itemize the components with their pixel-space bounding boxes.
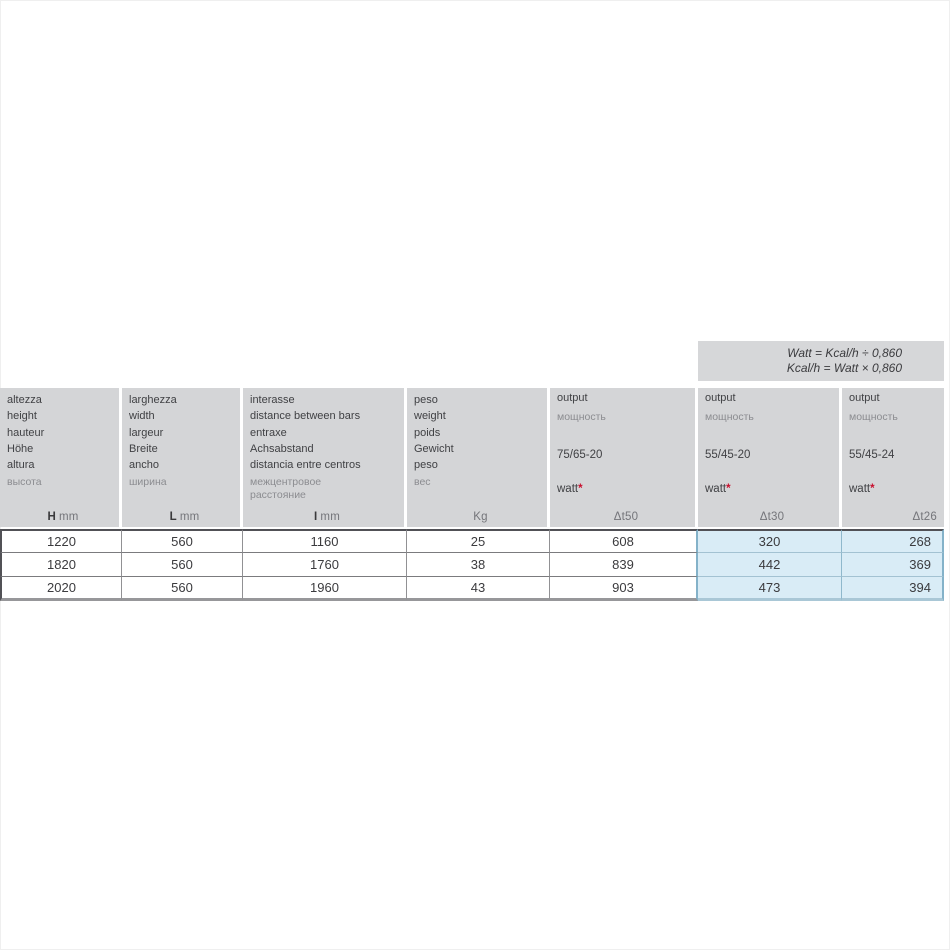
watt-label: watt* (849, 482, 944, 496)
header-label: interasse (250, 394, 295, 406)
header-label: peso (414, 459, 438, 472)
cell-distance: 1160 (243, 529, 407, 553)
output-label: output (557, 392, 588, 404)
cell-weight: 43 (407, 577, 550, 601)
unit-suffix: mm (320, 511, 340, 523)
header-label: entraxe (250, 426, 287, 439)
unit-label-kg: Kg (414, 511, 547, 525)
asterisk: * (726, 483, 731, 495)
cell-width: 560 (122, 577, 243, 601)
output-label: output (849, 392, 880, 404)
cell-height: 1220 (0, 529, 122, 553)
header-label: largeur (129, 426, 164, 439)
header-label: Höhe (7, 442, 34, 455)
cell-weight: 25 (407, 529, 550, 553)
delta-t-label: Δt30 (759, 511, 785, 523)
cell-output-dt50: 839 (550, 553, 698, 577)
unit-label-dt30: Δt30 (705, 511, 839, 525)
conversion-line-2: Kcal/h = Watt × 0,860 (786, 361, 902, 375)
header-cell-output-55-45-20: output мощность 55/45-20 watt* Δt30 (698, 388, 842, 527)
watt-kcal-conversion-note: Watt = Kcal/h ÷ 0,860 Kcal/h = Watt × 0,… (698, 341, 944, 381)
cell-width: 560 (122, 553, 243, 577)
output-label-ru: мощность (557, 411, 606, 423)
cell-weight: 38 (407, 553, 550, 577)
asterisk: * (870, 483, 875, 495)
watt-text: watt (557, 483, 579, 495)
watt-text: watt (705, 483, 727, 495)
header-cell-weight: peso weight poids Gewicht peso вес Kg (407, 388, 550, 527)
header-label: peso (414, 394, 438, 406)
unit-suffix: Kg (473, 511, 488, 523)
output-regime: 55/45-20 (705, 449, 751, 461)
cell-output-dt26: 268 (842, 529, 944, 553)
header-label-ru: ширина (129, 476, 167, 489)
header-label: distancia entre centros (250, 459, 361, 472)
cell-output-dt26: 394 (842, 577, 944, 601)
header-label-ru: вес (414, 476, 431, 489)
header-cell-distance-between-bars: interasse distance between bars entraxe … (243, 388, 407, 527)
header-label: Breite (129, 442, 158, 455)
cell-output-dt26: 369 (842, 553, 944, 577)
watt-label: watt* (557, 482, 695, 496)
unit-suffix: mm (58, 511, 79, 523)
delta-t-label: Δt26 (912, 511, 937, 523)
conversion-line-1: Watt = Kcal/h ÷ 0,860 (787, 346, 902, 360)
header-label: altura (7, 459, 35, 472)
header-label: Achsabstand (250, 442, 314, 455)
table-row: 1820 560 1760 38 839 442 369 (0, 553, 944, 577)
cell-distance: 1960 (243, 577, 407, 601)
header-label: width (129, 410, 155, 423)
table-row: 1220 560 1160 25 608 320 268 (0, 529, 944, 553)
unit-suffix: mm (179, 511, 200, 523)
header-label: altezza (7, 394, 42, 406)
cell-height: 1820 (0, 553, 122, 577)
output-regime: 55/45-24 (849, 449, 895, 461)
unit-symbol: I (314, 511, 318, 523)
watt-text: watt (849, 483, 871, 495)
cell-distance: 1760 (243, 553, 407, 577)
output-label-ru: мощность (849, 411, 898, 423)
header-label: hauteur (7, 426, 45, 439)
header-label: Gewicht (414, 442, 454, 455)
delta-t-label: Δt50 (613, 511, 639, 523)
asterisk: * (578, 483, 583, 495)
unit-label-dt50: Δt50 (557, 511, 695, 525)
cell-output-dt50: 608 (550, 529, 698, 553)
output-label: output (705, 392, 736, 404)
header-label: larghezza (129, 394, 177, 406)
header-cell-width: larghezza width largeur Breite ancho шир… (122, 388, 243, 527)
table-body: 1220 560 1160 25 608 320 268 1820 560 17… (0, 529, 944, 601)
header-label: ancho (129, 459, 159, 472)
cell-height: 2020 (0, 577, 122, 601)
header-label: distance between bars (250, 410, 361, 423)
cell-width: 560 (122, 529, 243, 553)
unit-label-dt26: Δt26 (849, 511, 944, 525)
table-header: altezza height hauteur Höhe altura высот… (0, 388, 944, 527)
output-regime: 75/65-20 (557, 449, 603, 461)
unit-symbol: H (47, 511, 56, 523)
header-label: height (7, 410, 37, 423)
header-label: poids (414, 426, 441, 439)
header-cell-height: altezza height hauteur Höhe altura высот… (0, 388, 122, 527)
output-label-ru: мощность (705, 411, 754, 423)
cell-output-dt30: 320 (698, 529, 842, 553)
unit-symbol: L (169, 511, 177, 523)
header-label-ru: межцентровое расстояние (250, 476, 322, 501)
header-cell-output-75-65-20: output мощность 75/65-20 watt* Δt50 (550, 388, 698, 527)
watt-label: watt* (705, 482, 839, 496)
header-cell-output-55-45-24: output мощность 55/45-24 watt* Δt26 (842, 388, 944, 527)
header-label-ru: высота (7, 476, 42, 489)
cell-output-dt30: 473 (698, 577, 842, 601)
header-label: weight (414, 410, 446, 423)
cell-output-dt30: 442 (698, 553, 842, 577)
table-row: 2020 560 1960 43 903 473 394 (0, 577, 944, 601)
cell-output-dt50: 903 (550, 577, 698, 601)
